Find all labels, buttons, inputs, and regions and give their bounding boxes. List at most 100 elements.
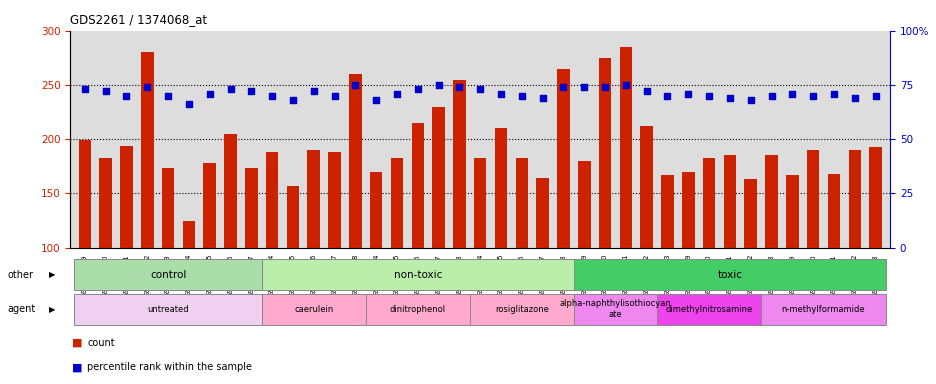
Point	[306, 88, 321, 94]
Text: n-methylformamide: n-methylformamide	[781, 305, 865, 314]
Point	[182, 101, 197, 108]
Point	[722, 95, 737, 101]
Bar	[203, 163, 215, 248]
Point	[223, 86, 238, 93]
Bar	[702, 158, 714, 248]
Point	[389, 91, 404, 97]
Bar	[765, 156, 777, 248]
Text: ▶: ▶	[49, 270, 55, 279]
Point	[327, 93, 342, 99]
Bar	[469, 293, 573, 325]
Bar	[656, 293, 760, 325]
Text: ▶: ▶	[49, 305, 55, 314]
Bar	[79, 140, 91, 248]
Point	[451, 84, 466, 90]
Bar	[848, 150, 860, 248]
Point	[534, 95, 549, 101]
Bar	[760, 293, 885, 325]
Text: GDS2261 / 1374068_at: GDS2261 / 1374068_at	[70, 13, 207, 26]
Point	[472, 86, 487, 93]
Point	[826, 91, 841, 97]
Point	[160, 93, 175, 99]
Bar	[723, 156, 736, 248]
Bar	[307, 150, 319, 248]
Point	[285, 97, 300, 103]
Bar	[640, 126, 652, 248]
Bar	[390, 158, 402, 248]
Point	[846, 95, 861, 101]
Point	[139, 84, 154, 90]
Bar	[365, 293, 469, 325]
Point	[555, 84, 570, 90]
Bar	[224, 134, 237, 248]
Point	[202, 91, 217, 97]
Bar	[431, 107, 445, 248]
Bar	[261, 259, 573, 290]
Point	[597, 84, 612, 90]
Bar	[453, 79, 465, 248]
Bar	[557, 69, 569, 248]
Point	[805, 93, 820, 99]
Point	[680, 91, 695, 97]
Point	[493, 91, 508, 97]
Bar	[869, 147, 881, 248]
Point	[659, 93, 674, 99]
Bar	[474, 158, 486, 248]
Bar	[286, 186, 299, 248]
Point	[742, 97, 757, 103]
Point	[78, 86, 93, 93]
Text: count: count	[87, 338, 114, 348]
Bar	[411, 123, 424, 248]
Bar	[349, 74, 361, 248]
Bar	[515, 158, 528, 248]
Point	[577, 84, 592, 90]
Bar	[99, 158, 111, 248]
Point	[98, 88, 113, 94]
Text: dimethylnitrosamine: dimethylnitrosamine	[665, 305, 752, 314]
Point	[243, 88, 258, 94]
Point	[347, 82, 362, 88]
Bar	[162, 169, 174, 248]
Bar	[573, 259, 885, 290]
Bar	[120, 146, 133, 248]
Point	[701, 93, 716, 99]
Point	[431, 82, 446, 88]
Bar	[744, 179, 756, 248]
Bar	[266, 152, 278, 248]
Text: other: other	[7, 270, 34, 280]
Bar	[328, 152, 341, 248]
Point	[618, 82, 633, 88]
Point	[763, 93, 778, 99]
Bar	[578, 161, 590, 248]
Bar	[535, 178, 548, 248]
Bar	[74, 293, 261, 325]
Bar	[661, 175, 673, 248]
Bar	[245, 169, 257, 248]
Bar	[806, 150, 818, 248]
Bar	[573, 293, 656, 325]
Text: rosiglitazone: rosiglitazone	[494, 305, 548, 314]
Text: caerulein: caerulein	[294, 305, 333, 314]
Text: control: control	[150, 270, 186, 280]
Point	[867, 93, 882, 99]
Text: non-toxic: non-toxic	[393, 270, 442, 280]
Bar	[598, 58, 610, 248]
Text: ■: ■	[72, 362, 82, 372]
Text: percentile rank within the sample: percentile rank within the sample	[87, 362, 252, 372]
Point	[119, 93, 134, 99]
Bar	[619, 47, 632, 248]
Text: agent: agent	[7, 304, 36, 314]
Text: alpha-naphthylisothiocyan
ate: alpha-naphthylisothiocyan ate	[559, 300, 670, 319]
Bar	[681, 172, 694, 248]
Bar	[74, 259, 261, 290]
Point	[264, 93, 279, 99]
Point	[784, 91, 799, 97]
Bar	[183, 220, 195, 248]
Bar	[785, 175, 797, 248]
Point	[368, 97, 383, 103]
Text: dinitrophenol: dinitrophenol	[389, 305, 446, 314]
Point	[410, 86, 425, 93]
Text: ■: ■	[72, 338, 82, 348]
Bar	[826, 174, 840, 248]
Point	[638, 88, 653, 94]
